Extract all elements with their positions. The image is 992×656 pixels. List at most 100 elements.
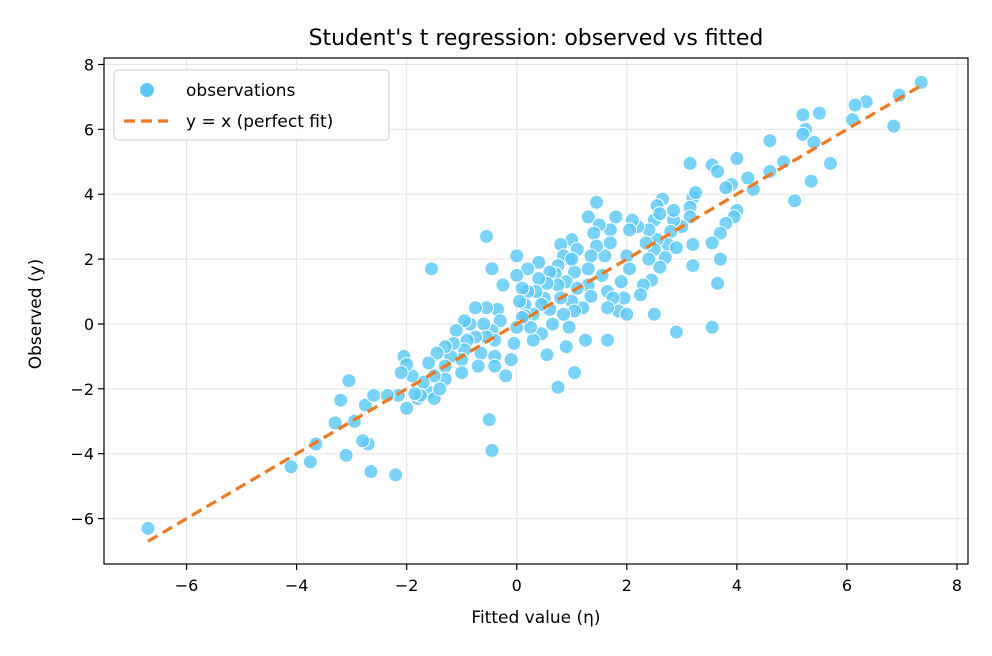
data-point (357, 397, 373, 413)
data-point (487, 358, 503, 374)
data-point (704, 235, 720, 251)
data-point (646, 306, 662, 322)
legend-marker-observations (139, 82, 155, 98)
x-tick-label: −6 (175, 576, 199, 595)
data-point (341, 373, 357, 389)
data-point (283, 459, 299, 475)
data-point (718, 180, 734, 196)
x-axis-label: Fitted value (η) (471, 608, 600, 628)
x-tick-label: 2 (622, 576, 632, 595)
data-point (561, 319, 577, 335)
data-point (366, 387, 382, 403)
data-point (811, 105, 827, 121)
data-point (787, 193, 803, 209)
data-point (685, 237, 701, 253)
data-point (363, 464, 379, 480)
data-point (704, 319, 720, 335)
data-point (484, 442, 500, 458)
data-point (564, 251, 580, 267)
legend-label-observations: observations (186, 81, 296, 101)
x-tick-label: 0 (512, 576, 522, 595)
x-axis-ticks: −6 −4 −2 0 2 4 6 8 (175, 564, 962, 595)
x-tick-label: −2 (395, 576, 419, 595)
data-point (495, 277, 511, 293)
x-tick-label: 4 (732, 576, 742, 595)
data-point (333, 392, 349, 408)
data-point (327, 415, 343, 431)
data-point (822, 155, 838, 171)
y-tick-label: 0 (84, 315, 94, 334)
plot-frame (103, 57, 969, 565)
data-point (423, 261, 439, 277)
data-point (539, 347, 555, 363)
y-axis-label: Observed (y) (26, 259, 46, 370)
data-point (448, 322, 464, 338)
data-point (393, 365, 409, 381)
data-point (619, 306, 635, 322)
data-point (388, 467, 404, 483)
points-layer (140, 74, 929, 536)
chart-title: Student's t regression: observed vs fitt… (309, 26, 764, 51)
data-point (355, 433, 371, 449)
data-point (467, 300, 483, 316)
data-point (514, 280, 530, 296)
data-point (478, 228, 494, 244)
data-point (580, 209, 596, 225)
data-point (652, 206, 668, 222)
data-point (492, 313, 508, 329)
data-point (302, 454, 318, 470)
data-point (641, 251, 657, 267)
y-tick-label: 6 (84, 120, 94, 139)
data-point (556, 306, 572, 322)
data-point (481, 412, 497, 428)
data-point (421, 355, 437, 371)
y-tick-label: 4 (84, 185, 94, 204)
x-tick-label: 8 (952, 576, 962, 595)
data-point (429, 345, 445, 361)
data-point (586, 225, 602, 241)
data-point (652, 259, 668, 275)
data-point (583, 288, 599, 304)
data-point (712, 225, 728, 241)
legend: observations y = x (perfect fit) (113, 69, 390, 141)
data-point (484, 261, 500, 277)
data-point (476, 316, 492, 332)
fit-line-layer (147, 82, 925, 543)
data-point (668, 324, 684, 340)
data-point (525, 332, 541, 348)
data-point (407, 386, 423, 402)
data-point (498, 368, 514, 384)
data-point (558, 339, 574, 355)
data-point (545, 316, 561, 332)
data-point (580, 261, 596, 277)
data-point (454, 365, 470, 381)
legend-label-perfect-fit: y = x (perfect fit) (186, 112, 333, 132)
data-point (762, 133, 778, 149)
data-point (550, 379, 566, 395)
data-point (688, 185, 704, 201)
data-point (685, 258, 701, 274)
y-tick-label: −6 (70, 510, 94, 529)
perfect-fit-line (147, 82, 925, 543)
data-point (509, 248, 525, 264)
data-point (602, 235, 618, 251)
data-point (531, 254, 547, 270)
x-tick-label: 6 (842, 576, 852, 595)
data-point (506, 335, 522, 351)
data-point (668, 240, 684, 256)
data-point (613, 274, 629, 290)
data-point (470, 358, 486, 374)
y-tick-label: 8 (84, 55, 94, 74)
data-point (509, 267, 525, 283)
y-axis-ticks: −6 −4 −2 0 2 4 6 8 (70, 55, 104, 529)
data-point (531, 271, 547, 287)
data-point (795, 126, 811, 142)
data-point (140, 520, 156, 536)
data-point (399, 400, 415, 416)
data-point (578, 332, 594, 348)
data-point (608, 209, 624, 225)
data-point (729, 151, 745, 167)
data-point (567, 365, 583, 381)
data-point (682, 155, 698, 171)
